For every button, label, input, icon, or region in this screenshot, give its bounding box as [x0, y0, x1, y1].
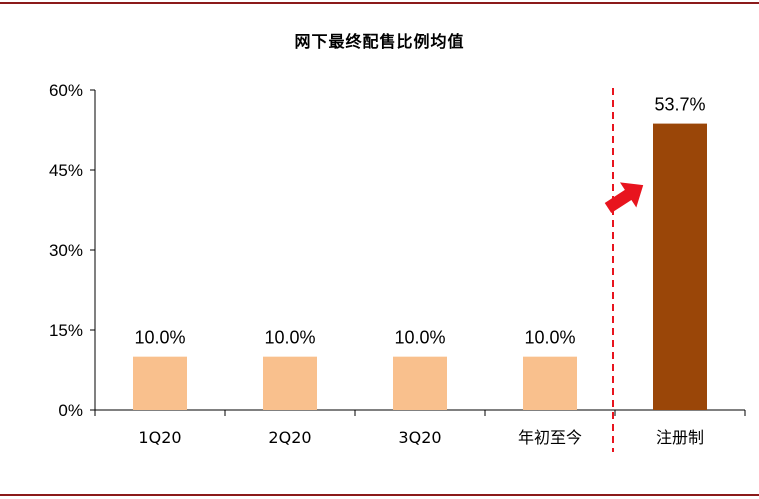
bar-3 [393, 356, 447, 410]
chart-title: 网下最终配售比例均值 [294, 32, 465, 51]
bar-4 [523, 356, 577, 410]
data-label: 10.0% [524, 328, 575, 348]
data-label: 10.0% [394, 328, 445, 348]
x-tick-label: 年初至今 [518, 428, 582, 447]
y-tick-label: 45% [49, 161, 83, 180]
bottom-rule [0, 494, 759, 496]
arrow-shape [604, 182, 644, 214]
data-label: 10.0% [134, 328, 185, 348]
y-tick-label: 15% [49, 321, 83, 340]
data-label: 53.7% [654, 95, 705, 115]
x-tick-label: 3Q20 [398, 428, 441, 447]
bar-2 [263, 356, 317, 410]
bar-1 [133, 356, 187, 410]
annotations [604, 88, 644, 452]
x-tick-label: 1Q20 [138, 428, 181, 447]
y-tick-label: 60% [49, 81, 83, 100]
labels: 1Q20 10.0% 2Q20 10.0% 3Q20 10.0% 年初至今 10.0% 注册制 5… [134, 95, 705, 447]
y-tick-label: 0% [58, 401, 83, 420]
top-rule [0, 2, 759, 4]
x-tick-label: 注册制 [656, 428, 704, 447]
data-label: 10.0% [264, 328, 315, 348]
arrow-icon [604, 182, 644, 214]
bar-5 [653, 123, 707, 410]
axes: 0% 15% 30% 45% 60% [49, 81, 746, 420]
y-tick-label: 30% [49, 241, 83, 260]
x-tick-label: 2Q20 [268, 428, 311, 447]
bars [133, 123, 707, 410]
